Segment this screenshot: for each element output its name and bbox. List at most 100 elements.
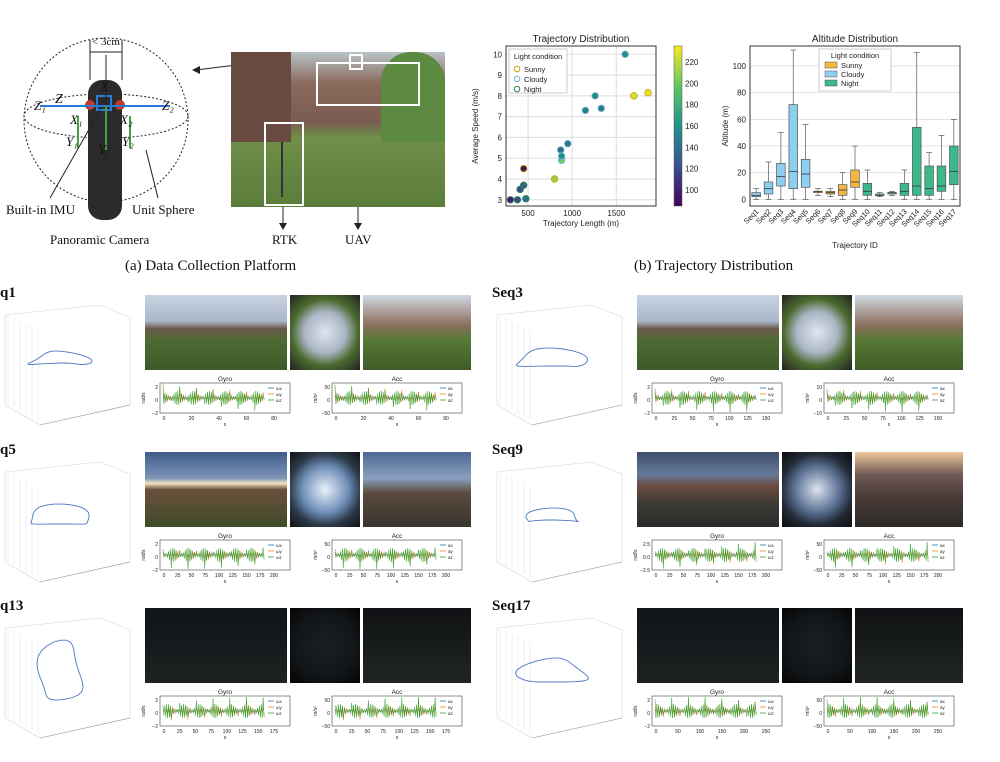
signal-trace bbox=[654, 697, 757, 718]
axis-box bbox=[496, 462, 623, 583]
plot-frame bbox=[331, 539, 463, 571]
signal-trace bbox=[654, 542, 757, 569]
panel-a: < 3cm X Z Y Z₁ X₁ Y₁ Z₂ X₂ Y₂ Built-in I… bbox=[0, 0, 460, 280]
axis-box bbox=[4, 462, 131, 583]
x-tick-label: 250 bbox=[934, 729, 943, 735]
y-tick-label: 5 bbox=[498, 154, 503, 163]
x-tick-label: 100 bbox=[897, 416, 906, 422]
signal-trace bbox=[162, 384, 265, 411]
sequence-label: Seq17 bbox=[492, 598, 531, 614]
platform-diagram bbox=[23, 37, 362, 230]
axis-x1-label: X₁ bbox=[70, 112, 83, 127]
data-point bbox=[519, 181, 528, 189]
plot-title: Acc bbox=[884, 689, 896, 696]
x-tick-label: 25 bbox=[672, 416, 678, 422]
x-tick-label: 0 bbox=[655, 729, 658, 735]
y-tick-label: −10 bbox=[814, 411, 823, 417]
y-tick-label: −2 bbox=[152, 411, 158, 417]
y-tick-label: 50 bbox=[324, 698, 330, 704]
x-tick-label: 80 bbox=[271, 416, 277, 422]
acc-plot: Acc 50 0 −50 m/s² 0 25 50 75 100 125 150 175 200 s axay… bbox=[805, 533, 955, 585]
x-tick-label: 200 bbox=[762, 573, 771, 579]
legend-title: Light condition bbox=[831, 51, 879, 60]
x-tick-label: 500 bbox=[521, 209, 535, 218]
y-axis-label: m/s² bbox=[805, 706, 811, 716]
camera-label: Panoramic Camera bbox=[50, 232, 150, 247]
x-tick-label: 100 bbox=[707, 573, 716, 579]
legend-swatch bbox=[824, 61, 838, 69]
y-tick-label: 0 bbox=[327, 711, 330, 717]
x-tick-label: 1000 bbox=[563, 209, 581, 218]
y-tick-label: 2 bbox=[155, 542, 158, 548]
y-axis-label: m/s² bbox=[313, 706, 319, 716]
legend-label: Cloudy bbox=[524, 75, 548, 84]
x-tick-label: 125 bbox=[229, 573, 238, 579]
axis-line bbox=[531, 404, 623, 426]
x-tick-label: 175 bbox=[442, 729, 451, 735]
trajectory-3d-plot bbox=[4, 618, 131, 739]
y-tick-label: 8 bbox=[498, 92, 503, 101]
y-tick-label: 50 bbox=[324, 542, 330, 548]
trajectory-3d-plot bbox=[496, 618, 623, 739]
x-tick-label: 100 bbox=[879, 573, 888, 579]
x-tick-label: 150 bbox=[734, 573, 743, 579]
y-tick-label: −50 bbox=[814, 568, 823, 574]
y-axis-label: rad/s bbox=[141, 549, 147, 561]
y-tick-label: 0 bbox=[819, 555, 822, 561]
data-point bbox=[630, 92, 638, 100]
box-Seq15 bbox=[924, 165, 934, 196]
fisheye-image bbox=[290, 452, 360, 527]
data-point bbox=[564, 139, 572, 148]
sequence-panel: Seq9 Gyro 2.5 0.0 −2.5 rad/s 0 25 50 75 100 125 150 1… bbox=[492, 442, 982, 597]
x-tick-label: 60 bbox=[244, 416, 250, 422]
x-tick-label: 25 bbox=[667, 573, 673, 579]
colorbar-tick-label: 160 bbox=[685, 122, 698, 131]
legend-marker bbox=[513, 85, 521, 93]
x-tick-label: 125 bbox=[721, 573, 730, 579]
fisheye-image bbox=[782, 608, 852, 683]
box-Seq17 bbox=[949, 145, 959, 186]
y-tick-label: −2.5 bbox=[640, 568, 650, 574]
perspective-image bbox=[363, 452, 471, 527]
y-tick-label: 0 bbox=[819, 711, 822, 717]
legend-label: Cloudy bbox=[841, 70, 865, 79]
x-tick-label: 200 bbox=[270, 573, 279, 579]
x-tick-label: 50 bbox=[847, 729, 853, 735]
x-tick-label: 50 bbox=[862, 416, 868, 422]
legend-label: ωx bbox=[276, 699, 283, 704]
y-tick-label: 0 bbox=[742, 195, 747, 204]
box-Seq1 bbox=[751, 192, 761, 198]
legend-label: Sunny bbox=[841, 61, 863, 70]
axis-box bbox=[496, 305, 623, 426]
rtk-box bbox=[264, 122, 304, 206]
plot-frame bbox=[823, 695, 955, 727]
chart-title: Altitude Distribution bbox=[812, 34, 898, 45]
x-tick-label: 75 bbox=[866, 573, 872, 579]
x-tick-label: 75 bbox=[208, 729, 214, 735]
plot-frame bbox=[651, 695, 783, 727]
legend-marker bbox=[513, 65, 521, 73]
x-tick-label: 150 bbox=[718, 729, 727, 735]
x-axis-label: s bbox=[716, 579, 719, 585]
plot-frame bbox=[823, 539, 955, 571]
sequence-label: Seq3 bbox=[492, 285, 523, 301]
plot-frame bbox=[159, 539, 291, 571]
x-tick-label: 75 bbox=[380, 729, 386, 735]
legend-label: ωz bbox=[276, 711, 283, 716]
x-tick-label: 100 bbox=[868, 729, 877, 735]
sequence-panel: q5 Gyro 2 0 −2 rad/s 0 25 50 75 100 125 150 175 200 s ωx… bbox=[0, 442, 490, 597]
x-axis-label: s bbox=[888, 422, 891, 428]
x-tick-label: 25 bbox=[844, 416, 850, 422]
trajectory-line bbox=[516, 347, 588, 367]
plot-title: Acc bbox=[392, 376, 404, 383]
y-tick-label: 80 bbox=[737, 89, 746, 98]
box-Seq14 bbox=[912, 126, 922, 196]
x-tick-label: 25 bbox=[349, 729, 355, 735]
y-tick-label: 6 bbox=[498, 133, 503, 142]
x-tick-label: 100 bbox=[725, 416, 734, 422]
x-tick-label: 200 bbox=[442, 573, 451, 579]
altitude-box-chart: Altitude Distribution 0 20 40 60 80 100 Altitud… bbox=[722, 34, 961, 250]
plot-frame bbox=[505, 45, 657, 207]
